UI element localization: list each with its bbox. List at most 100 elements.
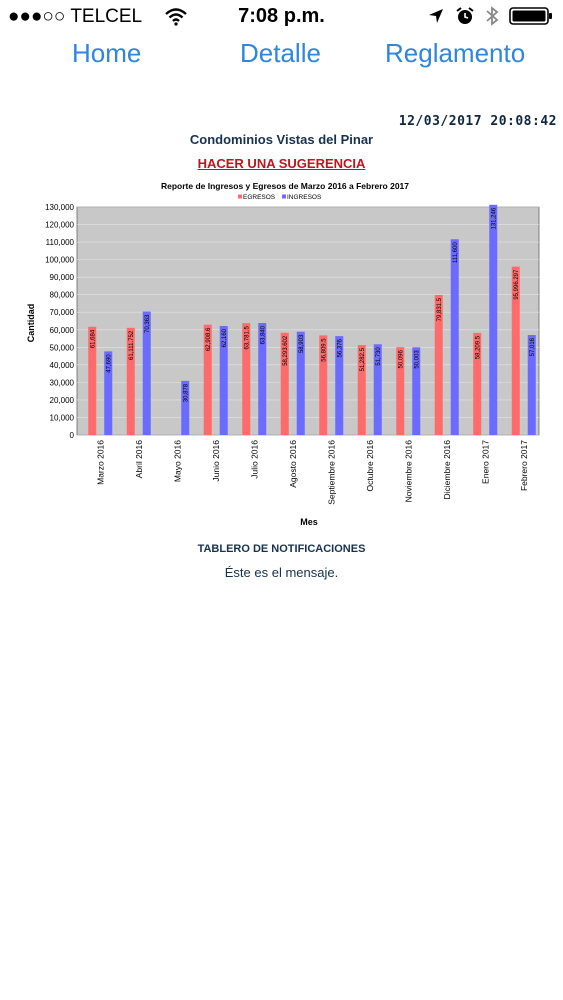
bar-value-label: 58,903	[299, 334, 305, 353]
bar-egresos	[203, 324, 212, 435]
bar-value-label: 61,111.752	[129, 330, 135, 360]
bar-ingresos	[104, 351, 113, 435]
notification-board-title: TABLERO DE NOTIFICACIONES	[197, 543, 366, 555]
x-tick-label: Julio 2016	[249, 440, 259, 479]
x-tick-label: Marzo 2016	[95, 440, 105, 485]
chart-title: Reporte de Ingresos y Egresos de Marzo 2…	[161, 181, 409, 191]
bar-ingresos	[373, 344, 382, 435]
chart-svg: Reporte de Ingresos y Egresos de Marzo 2…	[26, 181, 540, 527]
notification-message: Éste es el mensaje.	[224, 565, 339, 580]
bar-value-label: 50,003	[414, 350, 420, 369]
plot-background	[76, 206, 540, 436]
x-tick-label: Septiembre 2016	[326, 440, 336, 505]
y-tick-label: 120,000	[45, 221, 74, 230]
bar-value-label: 51,730	[376, 347, 382, 366]
bar-value-label: 111,600	[453, 242, 459, 263]
y-tick-label: 30,000	[50, 378, 75, 387]
y-tick-label: 60,000	[50, 326, 75, 335]
bar-value-label: 61,684	[90, 329, 96, 348]
bar-ingresos	[335, 336, 344, 435]
x-tick-label: Junio 2016	[211, 440, 221, 482]
bar-value-label: 58,209.5	[475, 335, 481, 359]
nav-home-link[interactable]: Home	[72, 38, 142, 68]
bar-value-label: 50,096	[398, 349, 404, 368]
battery-icon	[509, 6, 553, 31]
bar-value-label: 47,690	[106, 354, 112, 373]
y-tick-label: 70,000	[50, 308, 75, 317]
bar-egresos	[511, 266, 520, 435]
bar-egresos	[357, 345, 366, 435]
nav-reglamento-link[interactable]: Reglamento	[385, 38, 526, 68]
x-tick-label: Mayo 2016	[172, 440, 182, 482]
bar-ingresos	[142, 311, 151, 435]
bar-value-label: 56,376	[337, 338, 343, 357]
bar-ingresos	[219, 325, 228, 435]
suggestion-link[interactable]: HACER UNA SUGERENCIA	[197, 156, 366, 171]
legend-swatch-ingresos	[282, 194, 286, 199]
clock: 7:08 p.m.	[238, 5, 325, 27]
bar-ingresos	[527, 335, 536, 435]
x-tick-label: Abril 2016	[134, 440, 144, 479]
bar-egresos	[88, 326, 97, 435]
x-tick-label: Febrero 2017	[519, 440, 529, 491]
bar-ingresos	[181, 380, 190, 435]
bar-egresos	[434, 294, 443, 435]
bar-egresos	[242, 323, 251, 435]
bar-value-label: 63,781.5	[244, 325, 250, 349]
x-tick-label: Noviembre 2016	[403, 440, 413, 503]
bar-value-label: 63,840	[260, 325, 266, 344]
bar-ingresos	[489, 204, 498, 435]
bar-value-label: 131,246	[491, 207, 497, 229]
income-expense-chart: Reporte de Ingresos y Egresos de Marzo 2…	[20, 178, 550, 533]
x-tick-label: Octubre 2016	[365, 440, 375, 492]
bar-egresos	[396, 347, 405, 435]
wifi-icon	[165, 8, 187, 31]
bar-ingresos	[450, 239, 459, 435]
bar-ingresos	[296, 331, 305, 435]
page-title: Condominios Vistas del Pinar	[189, 132, 374, 147]
y-tick-label: 50,000	[50, 343, 75, 352]
y-tick-label: 130,000	[45, 203, 74, 212]
bar-value-label: 30,878	[183, 383, 189, 402]
bar-value-label: 58,293.602	[283, 335, 289, 366]
status-bar: ●●●○○ TELCEL 7:08 p.m.	[0, 0, 563, 36]
y-axis-label: Cantidad	[26, 304, 36, 343]
x-tick-label: Agosto 2016	[288, 440, 298, 488]
bar-value-label: 95,996.297	[514, 269, 520, 300]
plot-area: 0 10,000 20,000 30,000 40,000 50,000 60,000 70,…	[45, 203, 540, 505]
bar-egresos	[473, 332, 482, 435]
y-tick-label: 0	[70, 431, 75, 440]
y-tick-label: 80,000	[50, 291, 75, 300]
bluetooth-icon	[485, 6, 499, 31]
y-tick-label: 40,000	[50, 361, 75, 370]
bar-egresos	[126, 327, 135, 435]
carrier-signal: ●●●○○ TELCEL	[8, 6, 143, 27]
x-tick-label: Enero 2017	[480, 440, 490, 484]
bar-value-label: 70,363	[145, 314, 151, 333]
legend-swatch-egresos	[238, 194, 242, 199]
bar-egresos	[280, 332, 289, 435]
legend-label-egresos: EGRESOS	[243, 194, 276, 201]
y-tick-label: 90,000	[50, 273, 75, 282]
alarm-clock-icon	[455, 6, 475, 31]
legend-label-ingresos: INGRESOS	[287, 194, 322, 201]
bar-value-label: 57,016	[530, 337, 536, 356]
report-datetime: 12/03/2017 20:08:42	[398, 114, 557, 129]
y-tick-label: 10,000	[50, 413, 75, 422]
x-axis-label: Mes	[300, 517, 318, 527]
bar-ingresos	[412, 347, 421, 435]
status-icons	[427, 6, 553, 31]
location-arrow-icon	[427, 7, 445, 30]
bar-ingresos	[258, 323, 267, 435]
bar-value-label: 62,908.6	[206, 327, 212, 351]
x-tick-label: Diciembre 2016	[442, 440, 452, 500]
y-tick-label: 100,000	[45, 256, 74, 265]
nav-detalle-link[interactable]: Detalle	[240, 38, 321, 68]
bar-value-label: 62,160	[222, 328, 228, 347]
bar-egresos	[319, 335, 328, 435]
bar-value-label: 56,809.5	[321, 338, 327, 362]
top-nav: Home Detalle Reglamento	[0, 36, 563, 76]
chart-legend: EGRESOS INGRESOS	[238, 194, 322, 201]
bar-value-label: 51,282.5	[360, 347, 366, 371]
bar-value-label: 79,831.5	[437, 297, 443, 321]
